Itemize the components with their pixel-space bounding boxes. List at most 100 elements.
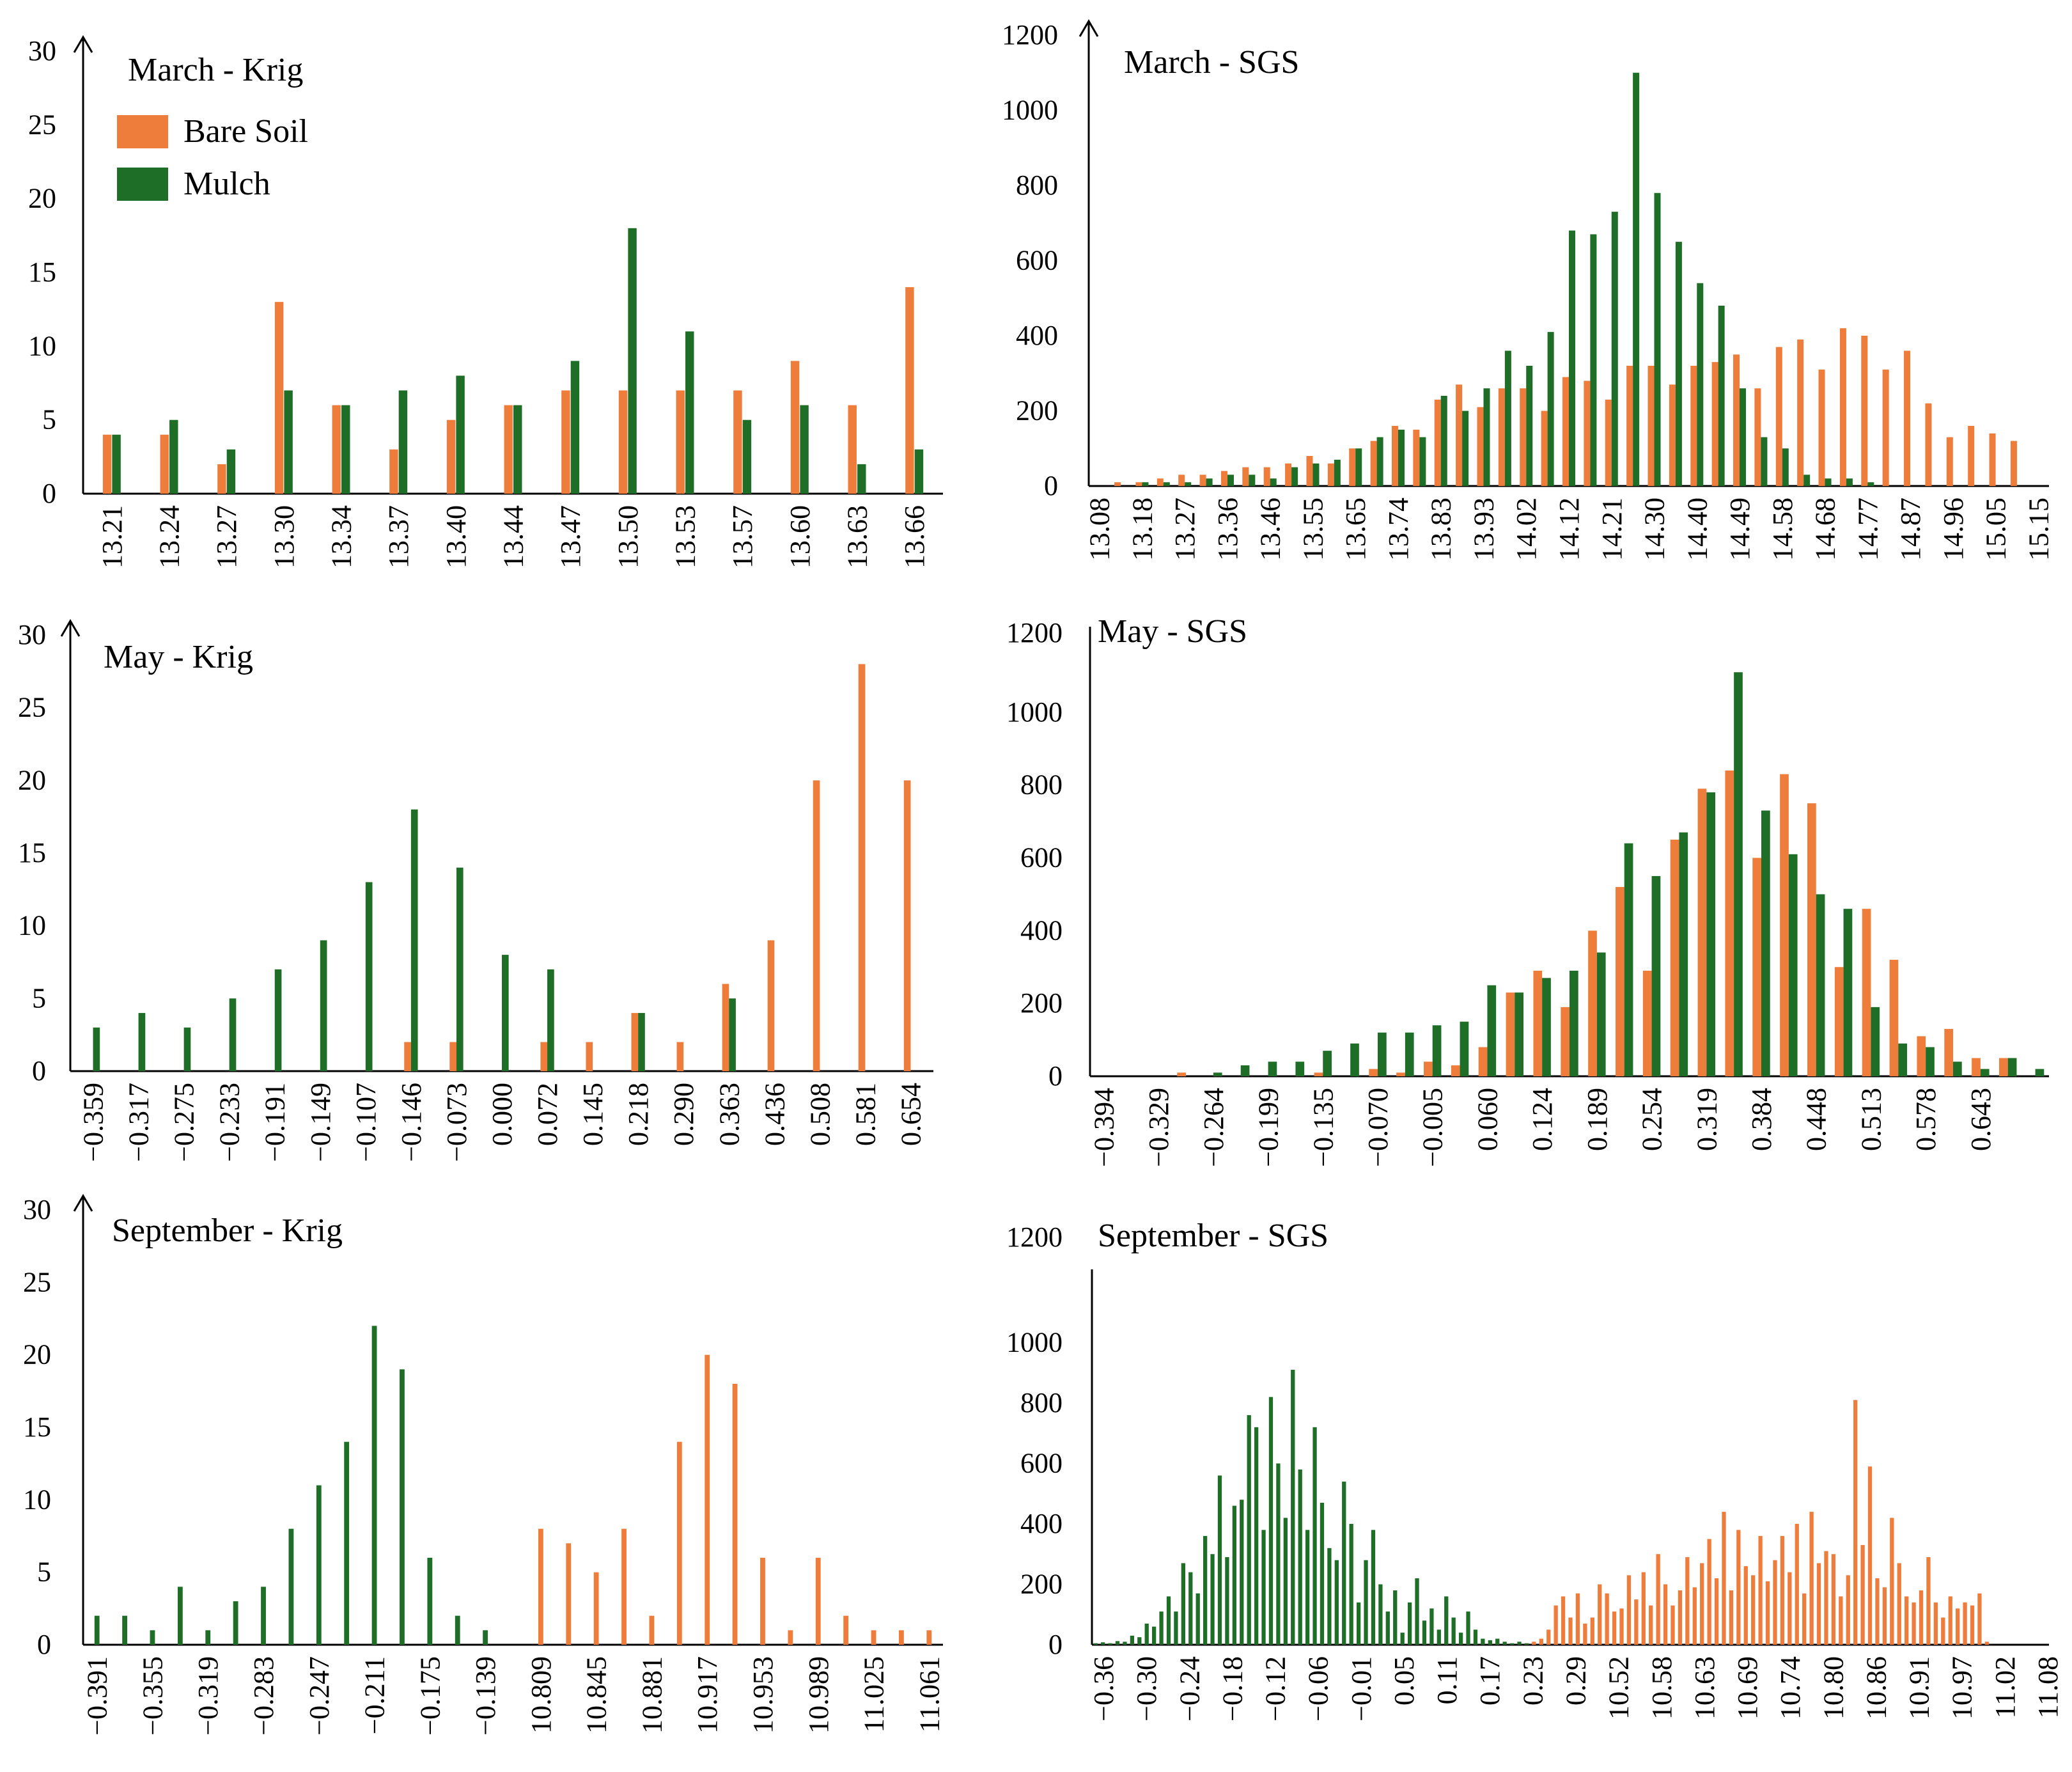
bar-mulch xyxy=(1385,1611,1390,1645)
bar-mulch xyxy=(455,1615,460,1645)
bar-mulch xyxy=(1718,306,1725,486)
y-tick-label: 600 xyxy=(1016,245,1058,276)
x-tick-label: 11.061 xyxy=(914,1656,945,1732)
bar-mulch xyxy=(1633,72,1640,486)
bar-bare-soil xyxy=(1905,1596,1909,1645)
bar-mulch xyxy=(1093,1643,1098,1645)
x-tick-label: 14.40 xyxy=(1681,498,1713,561)
bar-mulch xyxy=(1734,672,1743,1076)
bar-bare-soil xyxy=(1391,426,1398,486)
bar-mulch xyxy=(1261,1530,1266,1645)
y-tick-label: 400 xyxy=(1020,914,1063,946)
bar-bare-soil xyxy=(813,780,820,1071)
bar-mulch xyxy=(1217,1475,1222,1645)
x-tick-label: 10.953 xyxy=(747,1656,779,1734)
legend-swatch-mulch xyxy=(117,168,168,201)
bar-mulch xyxy=(1788,854,1798,1076)
bar-bare-soil xyxy=(732,1384,738,1645)
bar-mulch xyxy=(1291,1370,1295,1645)
legend-swatch-bare-soil xyxy=(117,115,168,148)
y-tick-label: 1000 xyxy=(1006,696,1063,728)
bar-mulch xyxy=(1159,1611,1164,1645)
bar-mulch xyxy=(1378,1584,1383,1645)
x-tick-label: 0.319 xyxy=(1691,1088,1722,1151)
y-tick-label: 0 xyxy=(32,1055,46,1086)
bar-bare-soil xyxy=(1948,1596,1952,1645)
bar-bare-soil xyxy=(1663,1584,1668,1645)
bar-mulch xyxy=(800,405,809,494)
bar-mulch xyxy=(94,1615,100,1645)
bar-bare-soil xyxy=(676,390,685,494)
bar-bare-soil xyxy=(1697,788,1707,1076)
x-tick-label: 13.30 xyxy=(269,505,300,568)
bar-bare-soil xyxy=(1561,1007,1570,1076)
bar-mulch xyxy=(316,1485,322,1645)
y-tick-label: 1000 xyxy=(1002,95,1058,126)
bar-mulch xyxy=(1355,448,1362,486)
chart-title: March - SGS xyxy=(1124,44,1299,81)
bar-bare-soil xyxy=(1795,1524,1799,1645)
bar-mulch xyxy=(1305,1530,1310,1645)
bar-bare-soil xyxy=(1933,1602,1938,1645)
bar-bare-soil xyxy=(1925,403,1932,486)
bar-bare-soil xyxy=(705,1354,710,1645)
y-tick-label: 800 xyxy=(1020,1387,1063,1418)
x-tick-label: 13.50 xyxy=(612,505,644,568)
bars xyxy=(1114,72,2017,487)
bar-mulch xyxy=(1185,482,1192,487)
bar-bare-soil xyxy=(1690,366,1697,486)
bar-bare-soil xyxy=(1989,433,1996,486)
bar-bare-soil xyxy=(1647,366,1655,486)
y-tick-label: 10 xyxy=(28,330,56,361)
chart-march-sgs: 0 200 400 600 800 1000 1200 March - SGS 13.08 13.… xyxy=(1002,19,2054,561)
bar-bare-soil xyxy=(848,405,857,494)
bar-bare-soil xyxy=(1775,347,1782,487)
bars xyxy=(1177,672,2045,1077)
x-tick-label: 13.63 xyxy=(842,505,873,568)
bar-bare-soil xyxy=(1370,441,1377,486)
bar-bare-soil xyxy=(1199,474,1206,487)
x-tick-label: −0.283 xyxy=(248,1656,279,1736)
bar-mulch xyxy=(1697,283,1704,486)
bar-mulch xyxy=(1515,992,1523,1076)
x-tick-label: 14.58 xyxy=(1767,498,1798,561)
y-tick-label: 25 xyxy=(18,692,46,723)
x-tick-label: 13.08 xyxy=(1084,498,1116,561)
bar-mulch xyxy=(1247,1415,1251,1645)
x-tick-label: −0.070 xyxy=(1362,1088,1394,1167)
bar-bare-soil xyxy=(1605,1593,1609,1645)
bar-mulch xyxy=(1740,388,1747,486)
bar-mulch xyxy=(1509,1643,1515,1645)
bar-bare-soil xyxy=(618,390,628,494)
y-tick-label: 20 xyxy=(28,183,56,214)
bar-bare-soil xyxy=(1598,1584,1602,1645)
bar-mulch xyxy=(1206,478,1213,486)
bar-mulch xyxy=(742,419,752,494)
x-tick-label: −0.391 xyxy=(82,1656,113,1736)
bar-bare-soil xyxy=(1619,1608,1624,1645)
y-axis-arrow-icon xyxy=(1079,19,1099,37)
bar-bare-soil xyxy=(1649,1605,1653,1645)
bar-bare-soil xyxy=(1860,1545,1865,1645)
bar-mulch xyxy=(320,940,327,1071)
bar-bare-soil xyxy=(1539,1638,1543,1645)
y-tick-label: 30 xyxy=(23,1194,51,1225)
bar-bare-soil xyxy=(1692,1587,1697,1645)
x-tick-label: −0.247 xyxy=(304,1656,335,1736)
y-axis-arrow-icon xyxy=(73,35,93,53)
x-tick-label: 13.60 xyxy=(784,505,816,568)
bar-mulch xyxy=(1706,792,1715,1076)
bar-bare-soil xyxy=(1562,377,1569,487)
x-tick-label: 13.36 xyxy=(1212,498,1243,561)
bar-mulch xyxy=(1196,1593,1200,1645)
bar-mulch xyxy=(1276,1463,1281,1645)
y-tick-label: 20 xyxy=(23,1339,51,1370)
bar-bare-soil xyxy=(1314,1072,1323,1076)
bar-mulch xyxy=(205,1630,211,1645)
bar-bare-soil xyxy=(1889,959,1899,1076)
x-tick-label: 0.218 xyxy=(623,1083,654,1146)
bar-bare-soil xyxy=(1736,1530,1741,1645)
bar-bare-soil xyxy=(538,1528,543,1645)
bar-bare-soil xyxy=(676,1042,684,1071)
x-tick-label: 10.91 xyxy=(1904,1656,1935,1720)
